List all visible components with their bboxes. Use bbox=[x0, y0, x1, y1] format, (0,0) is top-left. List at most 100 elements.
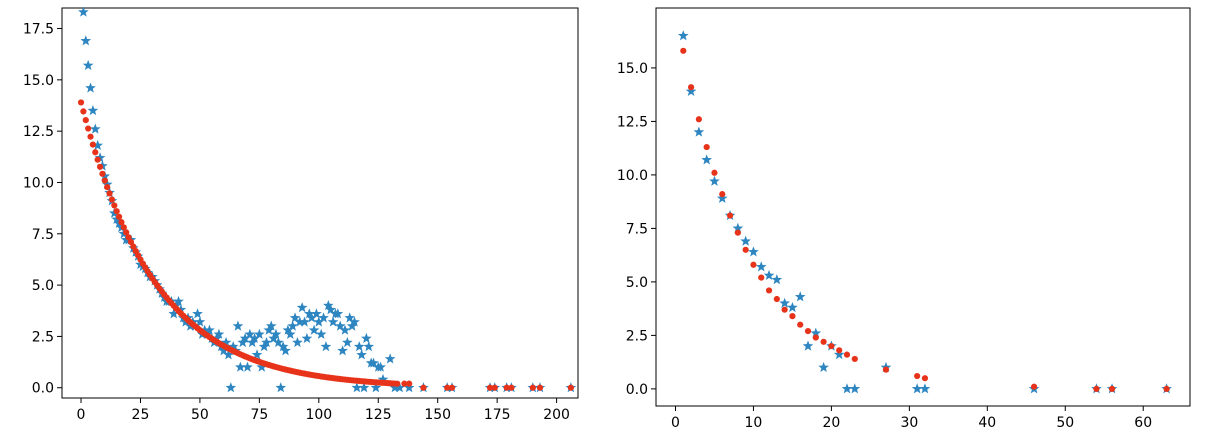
star-point bbox=[337, 345, 348, 356]
dot-point bbox=[106, 190, 113, 197]
star-point bbox=[325, 304, 337, 315]
star-point bbox=[306, 312, 317, 323]
dot-point bbox=[804, 328, 812, 335]
dot-point bbox=[773, 295, 780, 303]
dot-point bbox=[104, 183, 111, 191]
star-point bbox=[256, 361, 268, 372]
plot-frame bbox=[61, 7, 579, 399]
star-point bbox=[356, 349, 367, 360]
star-point bbox=[911, 383, 923, 394]
star-point bbox=[273, 336, 284, 348]
y-tick-label: 5.0 bbox=[626, 275, 648, 291]
star-point bbox=[311, 308, 322, 319]
y-tick-label: 15.0 bbox=[617, 61, 648, 77]
left-scatter-panel: 0 25 50 75 100 125 150 175 200 0.0 2.5 5.0 7.5 10.0 12… bbox=[23, 6, 579, 423]
plot-frame bbox=[655, 7, 1191, 407]
dot-point bbox=[812, 334, 819, 341]
star-point bbox=[740, 235, 751, 246]
dot-point bbox=[89, 141, 97, 148]
star-point bbox=[802, 340, 814, 351]
y-tick-label: 5.0 bbox=[32, 278, 54, 294]
star-point bbox=[771, 274, 783, 285]
star-point bbox=[168, 308, 180, 319]
dot-point bbox=[1108, 385, 1116, 392]
star-point bbox=[280, 345, 291, 356]
dot-point bbox=[108, 196, 116, 203]
dot-point bbox=[113, 208, 120, 215]
star-point bbox=[403, 382, 415, 393]
y-tick-label: 10.0 bbox=[617, 168, 648, 184]
star-point bbox=[275, 382, 287, 393]
star-point bbox=[270, 328, 282, 339]
star-point bbox=[841, 383, 853, 394]
star-point bbox=[232, 320, 244, 331]
star-point bbox=[313, 316, 325, 327]
star-point bbox=[327, 316, 339, 327]
star-point bbox=[92, 139, 103, 151]
dot-point bbox=[914, 372, 921, 380]
star-point bbox=[349, 316, 360, 327]
dot-point bbox=[125, 234, 132, 241]
y-tick-label: 2.5 bbox=[626, 328, 648, 344]
star-point bbox=[254, 328, 265, 339]
star-point bbox=[849, 383, 861, 394]
star-point bbox=[261, 336, 272, 348]
y-tick-label: 15.0 bbox=[23, 73, 54, 89]
star-point bbox=[370, 382, 382, 393]
star-point bbox=[389, 382, 401, 393]
star-point bbox=[334, 320, 346, 331]
star-point bbox=[787, 301, 798, 313]
x-tick-label: 20 bbox=[822, 415, 840, 431]
dot-point bbox=[789, 313, 796, 320]
dot-point bbox=[92, 149, 99, 156]
star-point bbox=[80, 35, 92, 46]
star-point bbox=[693, 126, 705, 137]
star-point bbox=[685, 85, 697, 96]
dot-point bbox=[486, 384, 494, 391]
x-tick-label: 200 bbox=[543, 407, 570, 423]
y-tick-label: 12.5 bbox=[23, 124, 54, 140]
star-point bbox=[299, 316, 310, 327]
dot-point bbox=[444, 384, 451, 391]
dot-point bbox=[703, 143, 710, 151]
x-tick-label: 10 bbox=[745, 415, 763, 431]
star-point bbox=[315, 328, 327, 339]
x-tick-label: 40 bbox=[978, 415, 996, 431]
x-tick-label: 0 bbox=[671, 415, 680, 431]
dot-point bbox=[750, 261, 757, 268]
x-tick-label: 125 bbox=[365, 407, 392, 423]
star-point bbox=[323, 300, 334, 311]
star-point bbox=[289, 312, 301, 323]
x-tick-label: 50 bbox=[1056, 415, 1074, 431]
star-point bbox=[284, 328, 296, 339]
star-point bbox=[204, 324, 215, 335]
dot-point bbox=[921, 375, 929, 382]
star-point bbox=[732, 222, 744, 233]
x-tick-label: 25 bbox=[132, 407, 150, 423]
dot-point bbox=[742, 246, 749, 253]
star-point bbox=[318, 312, 329, 323]
dot-point bbox=[123, 229, 130, 236]
dot-point bbox=[529, 384, 536, 391]
star-point bbox=[199, 324, 210, 335]
dot-point bbox=[711, 169, 718, 176]
x-tick-label: 60 bbox=[1134, 415, 1152, 431]
right-scatter-panel: 0 10 20 30 40 50 60 0.0 2.5 5.0 7.5 10.0 12.5 15.0 bbox=[617, 7, 1191, 431]
star-point bbox=[353, 341, 365, 352]
dot-point bbox=[448, 384, 456, 391]
star-point bbox=[701, 154, 712, 165]
dot-point bbox=[765, 287, 773, 294]
dot-point bbox=[80, 108, 87, 115]
x-tick-label: 30 bbox=[900, 415, 918, 431]
star-point bbox=[377, 373, 389, 385]
star-point bbox=[225, 382, 237, 393]
star-point bbox=[368, 357, 379, 368]
x-tick-label: 50 bbox=[191, 407, 209, 423]
star-point bbox=[251, 349, 263, 360]
dot-point bbox=[420, 384, 427, 391]
dot-point bbox=[726, 212, 734, 219]
dot-point bbox=[567, 384, 574, 391]
star-point bbox=[194, 316, 206, 327]
x-tick-label: 175 bbox=[484, 407, 511, 423]
